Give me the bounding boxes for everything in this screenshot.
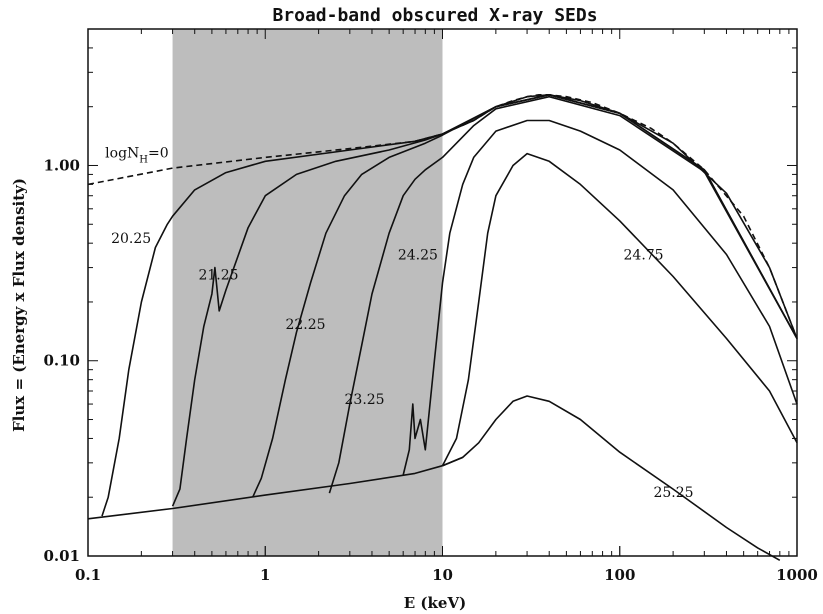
series-line-baseline: [87, 456, 464, 520]
plot-area: 0.1 1 10 100 1000 0.01 0.10 1.00 logNH=0 20.25 21.…: [43, 28, 818, 584]
chart-title: Broad-band obscured X-ray SEDs: [272, 5, 597, 26]
series-label: 23.25: [345, 392, 385, 408]
series-label: 22.25: [285, 317, 325, 333]
x-tick-label: 10: [432, 566, 453, 584]
x-tick-label: 1000: [776, 566, 818, 584]
series-label: 25.25: [653, 485, 693, 501]
series-label: 20.25: [111, 231, 151, 247]
series-line-22-25: [251, 94, 798, 498]
series-line-logN: [87, 94, 798, 339]
x-tick-label: 100: [604, 566, 635, 584]
y-tick-label: 0.10: [43, 352, 80, 370]
series-label: 21.25: [198, 268, 238, 284]
series-line-24-75: [441, 152, 798, 467]
series-label: 24.25: [398, 247, 438, 263]
y-tick-label: 0.01: [43, 547, 80, 565]
x-tick-label: 0.1: [75, 566, 101, 584]
y-axis-label: Flux = (Energy x Flux density): [10, 178, 28, 432]
x-tick-label: 1: [260, 566, 270, 584]
series-line-25-25: [442, 395, 781, 561]
series-line-23-25: [328, 95, 798, 494]
x-axis-label: E (keV): [404, 594, 466, 612]
series-label: logNH=0: [105, 145, 169, 165]
y-tick-label: 1.00: [43, 156, 80, 174]
series-line-24-25: [402, 119, 798, 476]
series-label: 24.75: [624, 247, 664, 263]
